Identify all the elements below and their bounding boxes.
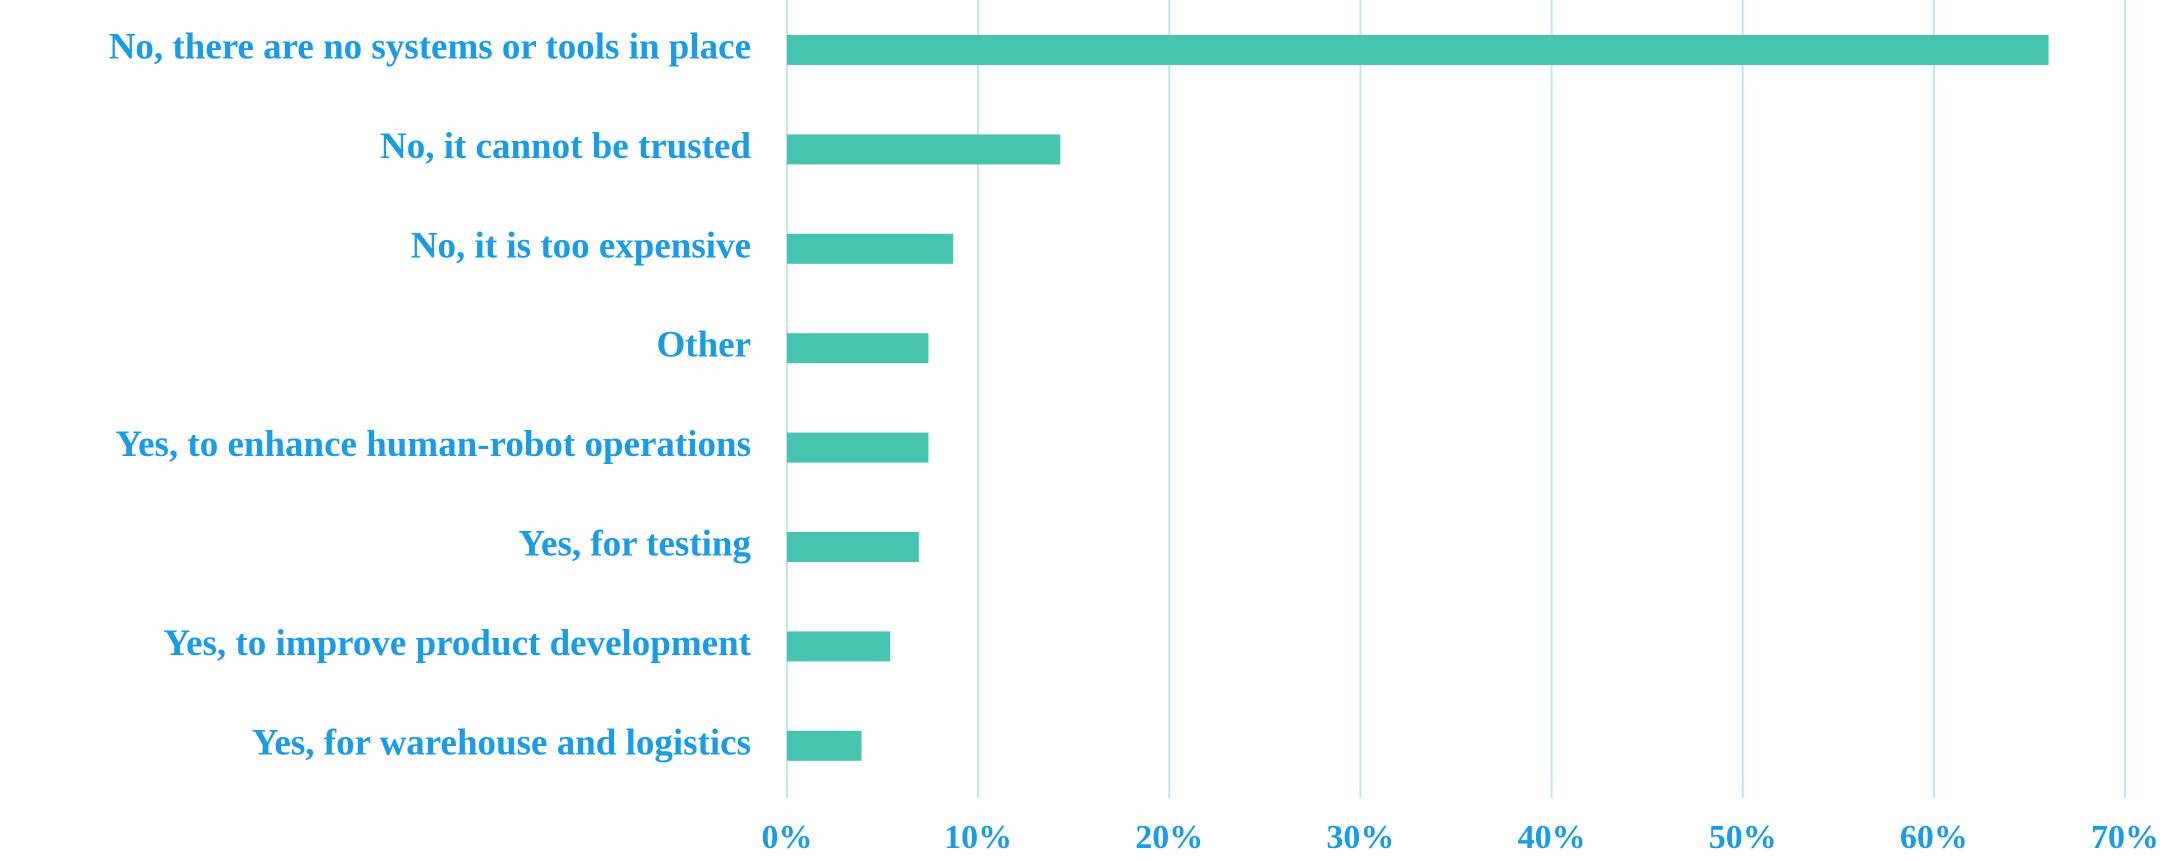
y-tick-label: No, it cannot be trusted bbox=[380, 126, 751, 167]
y-tick-label: Yes, to improve product development bbox=[163, 623, 751, 664]
x-tick-label: 70% bbox=[2091, 819, 2159, 856]
bar bbox=[787, 532, 919, 562]
x-tick-label: 10% bbox=[944, 819, 1012, 856]
bar bbox=[787, 432, 929, 463]
y-tick-label: Yes, for warehouse and logistics bbox=[252, 722, 751, 763]
bar bbox=[787, 233, 954, 264]
bar bbox=[787, 730, 862, 761]
y-tick-label: Other bbox=[656, 325, 751, 366]
x-tick-label: 50% bbox=[1709, 819, 1777, 856]
bar bbox=[787, 333, 929, 364]
bar bbox=[787, 35, 2049, 65]
x-tick-label: 40% bbox=[1518, 819, 1586, 856]
x-tick-label: 20% bbox=[1135, 819, 1203, 856]
y-tick-label: No, there are no systems or tools in pla… bbox=[109, 26, 751, 67]
y-tick-label: No, it is too expensive bbox=[411, 225, 751, 266]
y-tick-label: Yes, for testing bbox=[518, 523, 751, 564]
y-tick-label: Yes, to enhance human-robot operations bbox=[115, 424, 751, 465]
bar bbox=[787, 631, 891, 662]
bar bbox=[787, 134, 1061, 165]
x-tick-label: 0% bbox=[762, 819, 813, 856]
x-tick-label: 30% bbox=[1326, 819, 1394, 856]
x-tick-label: 60% bbox=[1900, 819, 1968, 856]
